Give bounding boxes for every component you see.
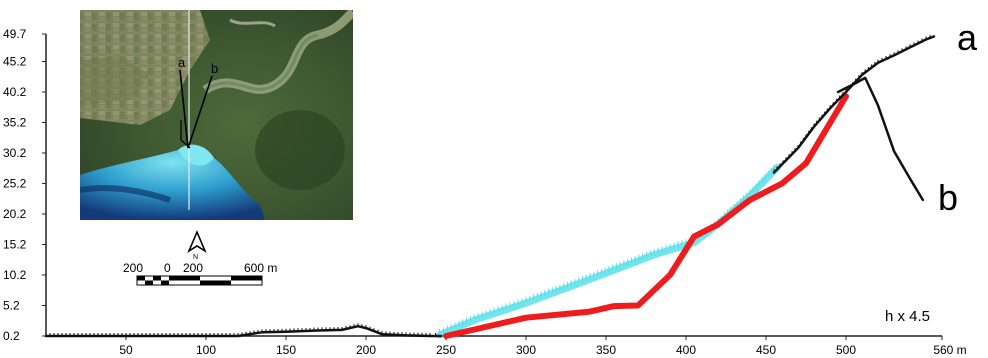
profile-line-a [772,35,936,174]
y-tick-label: 15.2 [3,237,27,251]
profile-line-a-group [44,323,443,338]
profile-line-a [44,324,443,338]
y-tick-label: 40.2 [3,85,27,99]
inset-label-b: b [211,61,218,76]
y-tick-label: 30.2 [3,146,27,160]
x-axis-ticks: 50 100 150 200 250 300 350 400 450 500 560 m [119,336,967,357]
x-tick-label: 250 [436,343,456,357]
profile-line-b [836,76,925,202]
north-label: N [193,254,198,261]
series-label-a: a [957,17,978,58]
y-tick-label: 5.2 [3,298,20,312]
x-tick-label: 100 [196,343,216,357]
profile-series [44,34,936,339]
vertical-exaggeration-annotation: h x 4.5 [885,308,930,325]
scale-bar: 200 0 200 600 m [123,261,277,286]
series-label-b: b [938,177,958,218]
x-tick-label: 560 m [933,343,966,357]
inset-aerial-map [80,10,353,220]
profile-line-b-group [836,76,925,202]
y-tick-label: 49.7 [3,27,27,41]
x-tick-label: 450 [756,343,776,357]
scale-label-0: 0 [164,261,171,275]
x-tick-label: 500 [836,343,856,357]
x-tick-label: 50 [119,343,133,357]
y-tick-label: 10.2 [3,268,27,282]
y-tick-label: 45.2 [3,54,27,68]
x-tick-label: 300 [516,343,536,357]
inset-profile-line-a [179,69,189,149]
inset-label-a: a [178,55,186,70]
x-tick-label: 350 [596,343,616,357]
y-tick-label: 35.2 [3,115,27,129]
inset-profile-line-b [187,75,213,149]
red-profile-line-group [443,93,849,339]
y-tick-label: 25.2 [3,176,27,190]
y-axis-ticks: 0.2 5.2 10.2 15.2 20.2 25.2 30.2 35.2 40.2 45.2 49… [3,27,46,343]
red-profile-line [443,93,849,339]
scale-label-200-right: 200 [183,261,203,275]
north-arrow-icon: N [187,229,207,261]
profile-line-a-group [772,34,936,174]
scale-label-600: 600 m [244,261,277,275]
x-tick-label: 150 [276,343,296,357]
x-tick-label: 400 [676,343,696,357]
scale-label-200-left: 200 [123,261,143,275]
y-tick-label: 20.2 [3,207,27,221]
x-tick-label: 200 [356,343,376,357]
y-tick-label: 0.2 [3,329,20,343]
